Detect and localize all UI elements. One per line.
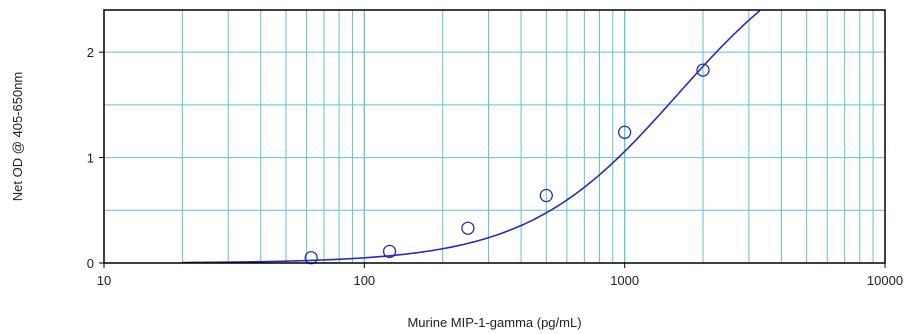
gridlines — [104, 10, 885, 263]
data-point — [696, 63, 710, 77]
fit-curve-layer — [182, 10, 761, 264]
data-point — [618, 125, 632, 139]
y-tick-label: 2 — [87, 45, 94, 60]
x-axis-label: Murine MIP-1-gamma (pg/mL) — [407, 315, 581, 330]
data-point — [461, 221, 475, 235]
x-tick-label: 10 — [97, 273, 111, 288]
y-tick-label: 1 — [87, 151, 94, 166]
plot-frame — [103, 9, 886, 264]
x-tick-label: 100 — [353, 273, 375, 288]
y-axis-ticks: 0 1 2 — [87, 45, 104, 271]
x-axis-ticks: 10 100 1000 10000 — [97, 263, 903, 288]
data-point — [539, 188, 553, 203]
x-tick-label: 10000 — [867, 273, 903, 288]
y-tick-label: 0 — [87, 256, 94, 271]
y-axis-label: Net OD @ 405-650nm — [10, 72, 25, 202]
x-tick-label: 1000 — [610, 273, 639, 288]
data-point — [382, 244, 397, 259]
fit-curve — [182, 10, 761, 264]
